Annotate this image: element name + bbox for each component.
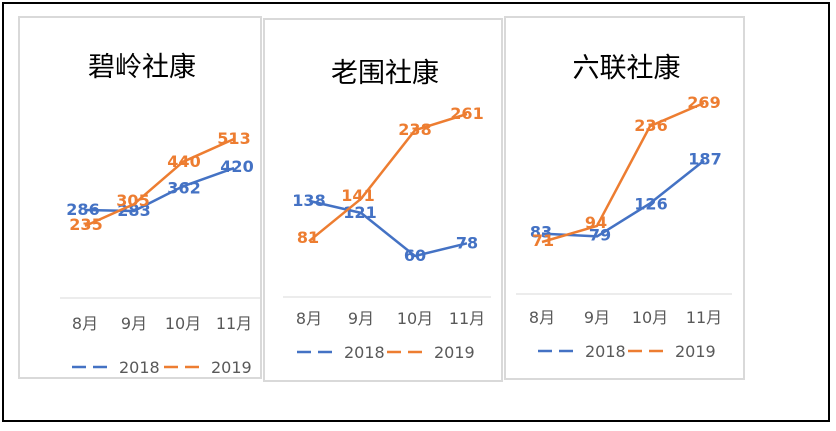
- data-label-2019: 94: [585, 213, 607, 232]
- data-label-2018: 187: [688, 150, 721, 169]
- figure-frame: [2, 2, 830, 422]
- x-tick-label: 11月: [216, 314, 252, 333]
- data-label-2019: 238: [398, 120, 431, 139]
- data-label-2018: 83: [530, 223, 552, 242]
- data-label-2018: 286: [66, 200, 99, 219]
- chart-panel: 碧岭社康 8月 9月 10月 11月 286 283 362 420 235 305 440 513 20…: [18, 16, 262, 379]
- data-label-2019: 235: [69, 215, 102, 234]
- legend-label-2019: 2019: [211, 358, 252, 377]
- chart-title: 六联社康: [573, 53, 681, 84]
- chart-panel: 六联社康 8月 9月 10月 11月 83 79 126 187 71 94 236 269 2018 20…: [504, 16, 745, 380]
- data-label-2018: 283: [117, 201, 150, 220]
- line-chart: 碧岭社康 8月 9月 10月 11月 286 283 362 420 235 305 440 513 20…: [60, 52, 260, 377]
- data-label-2019: 81: [297, 228, 319, 247]
- chart-title: 碧岭社康: [88, 52, 196, 83]
- chart-panel: 老围社康 8月 9月 10月 11月 138 121 60 78 81 141 238 261 2018 2…: [263, 18, 503, 382]
- data-label-2018: 420: [220, 157, 253, 176]
- data-label-2018: 60: [404, 246, 426, 265]
- series-line-2018: [541, 159, 705, 238]
- x-tick-label: 10月: [397, 309, 433, 328]
- line-chart: 老围社康 8月 9月 10月 11月 138 121 60 78 81 141 238 261 2018 2…: [283, 58, 491, 362]
- x-tick-label: 10月: [165, 314, 201, 333]
- x-tick-label: 9月: [584, 308, 610, 327]
- data-label-2019: 305: [116, 191, 149, 210]
- x-tick-label: 9月: [121, 314, 147, 333]
- data-label-2019: 236: [634, 116, 667, 135]
- data-label-2019: 513: [217, 129, 250, 148]
- line-chart: 六联社康 8月 9月 10月 11月 83 79 126 187 71 94 236 269 2018 20…: [516, 53, 732, 361]
- series-line-2019: [541, 101, 705, 244]
- data-label-2018: 126: [634, 194, 667, 213]
- data-label-2019: 71: [532, 231, 554, 250]
- series-line-2019: [84, 137, 235, 228]
- x-tick-label: 10月: [632, 308, 668, 327]
- data-label-2019: 269: [687, 93, 720, 112]
- series-line-2019: [308, 112, 468, 243]
- x-tick-label: 8月: [72, 314, 98, 333]
- data-label-2018: 79: [589, 225, 611, 244]
- x-tick-label: 9月: [348, 309, 374, 328]
- legend-label-2019: 2019: [675, 342, 716, 361]
- legend-label-2018: 2018: [119, 358, 160, 377]
- series-line-2018: [308, 199, 468, 258]
- legend-label-2019: 2019: [434, 343, 475, 362]
- x-tick-label: 8月: [296, 309, 322, 328]
- x-tick-label: 11月: [686, 308, 722, 327]
- x-tick-label: 11月: [449, 309, 485, 328]
- data-label-2019: 141: [341, 186, 374, 205]
- chart-title: 老围社康: [331, 58, 439, 89]
- data-label-2018: 362: [167, 178, 200, 197]
- x-tick-label: 8月: [529, 308, 555, 327]
- series-line-2018: [84, 166, 235, 213]
- data-label-2019: 440: [167, 152, 200, 171]
- data-label-2019: 261: [450, 104, 483, 123]
- data-label-2018: 121: [343, 203, 376, 222]
- data-label-2018: 138: [292, 191, 325, 210]
- data-label-2018: 78: [456, 233, 478, 252]
- legend-label-2018: 2018: [344, 343, 385, 362]
- legend-label-2018: 2018: [585, 342, 626, 361]
